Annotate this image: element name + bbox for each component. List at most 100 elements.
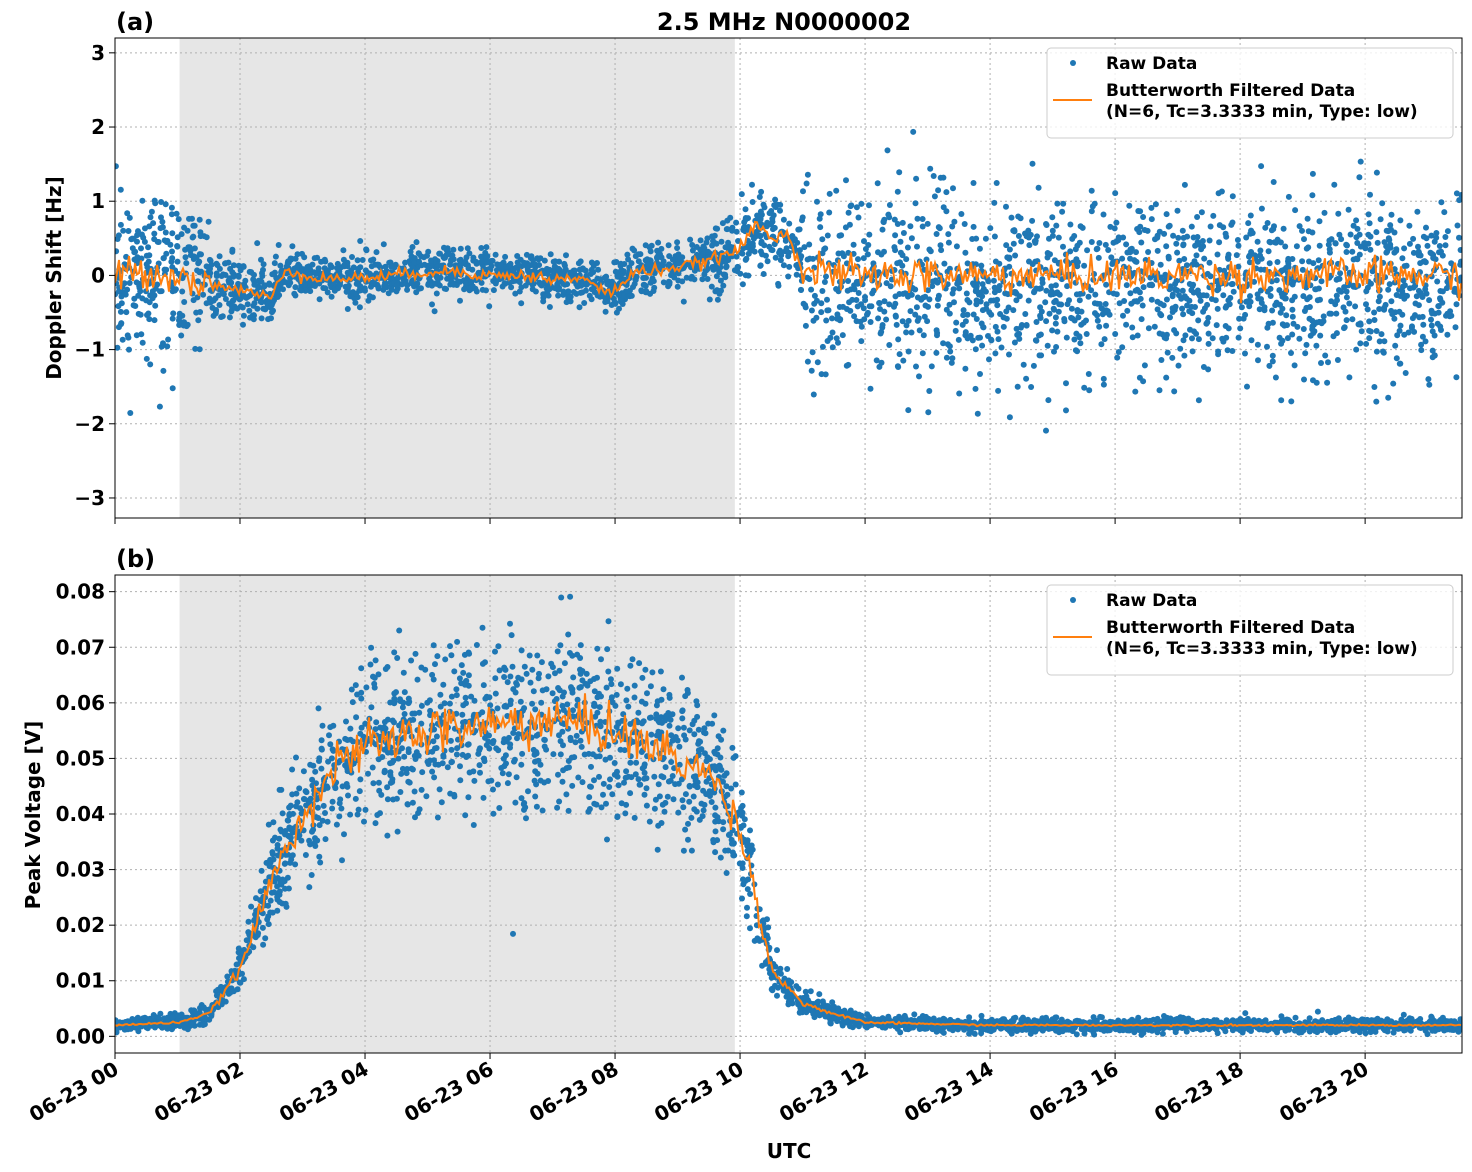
- raw-data-point: [309, 261, 316, 268]
- raw-data-point: [1133, 249, 1139, 256]
- raw-data-point: [1301, 376, 1307, 383]
- raw-data-point: [679, 674, 685, 681]
- raw-data-point: [974, 410, 981, 417]
- raw-data-point: [1200, 243, 1207, 250]
- raw-data-point: [1031, 238, 1038, 245]
- raw-data-point: [1108, 254, 1115, 261]
- raw-data-point: [970, 223, 977, 230]
- raw-data-point: [849, 296, 856, 303]
- raw-data-point: [510, 730, 517, 736]
- raw-data-point: [1438, 327, 1444, 333]
- raw-data-point: [1123, 241, 1130, 248]
- raw-data-point: [629, 656, 636, 663]
- raw-data-point: [966, 299, 973, 306]
- raw-data-point: [156, 403, 163, 410]
- raw-data-point: [818, 300, 825, 307]
- raw-data-point: [1163, 374, 1170, 381]
- raw-data-point: [246, 307, 253, 314]
- raw-data-point: [320, 802, 327, 809]
- raw-data-point: [716, 290, 723, 297]
- raw-data-point: [1048, 283, 1055, 290]
- raw-data-point: [753, 233, 760, 239]
- raw-data-point: [1458, 275, 1462, 282]
- raw-data-point: [705, 720, 712, 727]
- raw-data-point: [1018, 238, 1025, 245]
- raw-data-point: [768, 208, 775, 214]
- raw-data-point: [132, 248, 139, 255]
- raw-data-point: [1163, 335, 1170, 342]
- raw-data-point: [359, 257, 366, 263]
- raw-data-point: [1405, 329, 1412, 336]
- raw-data-point: [340, 247, 347, 254]
- raw-data-point: [242, 277, 249, 284]
- raw-data-point: [969, 236, 976, 242]
- raw-data-point: [174, 234, 181, 241]
- raw-data-point: [1334, 357, 1341, 363]
- raw-data-point: [158, 199, 165, 205]
- raw-data-point: [1214, 305, 1221, 312]
- raw-data-point: [260, 261, 267, 268]
- raw-data-point: [492, 251, 499, 258]
- raw-data-point: [724, 217, 731, 224]
- raw-data-point: [1326, 246, 1333, 253]
- raw-data-point: [1205, 330, 1212, 337]
- raw-data-point: [782, 237, 789, 244]
- raw-data-point: [196, 258, 203, 265]
- raw-data-point: [1223, 233, 1230, 240]
- raw-data-point: [582, 680, 589, 687]
- raw-data-point: [1269, 307, 1276, 314]
- raw-data-point: [1012, 252, 1019, 259]
- raw-data-point: [289, 243, 296, 250]
- raw-data-point: [891, 216, 898, 223]
- raw-data-point: [833, 335, 840, 342]
- raw-data-point: [583, 281, 590, 288]
- raw-data-point: [980, 285, 987, 292]
- raw-data-point: [786, 220, 793, 227]
- raw-data-point: [1200, 308, 1207, 315]
- raw-data-point: [1148, 204, 1155, 211]
- raw-data-point: [312, 283, 318, 289]
- raw-data-point: [157, 1010, 164, 1017]
- raw-data-point: [1426, 297, 1433, 304]
- raw-data-point: [216, 265, 223, 272]
- raw-data-point: [1189, 348, 1196, 355]
- raw-data-point: [933, 231, 940, 237]
- raw-data-point: [1140, 284, 1147, 291]
- raw-data-point: [588, 259, 595, 266]
- raw-data-point: [705, 248, 711, 255]
- raw-data-point: [1175, 362, 1182, 369]
- raw-data-point: [631, 247, 638, 254]
- raw-data-point: [355, 265, 362, 272]
- raw-data-point: [1129, 334, 1136, 341]
- raw-data-point: [1278, 340, 1285, 347]
- raw-data-point: [754, 212, 761, 219]
- raw-data-point: [1077, 223, 1084, 230]
- raw-data-point: [145, 310, 152, 317]
- raw-data-point: [438, 262, 445, 269]
- raw-data-point: [847, 307, 854, 314]
- raw-data-point: [927, 165, 934, 172]
- raw-data-point: [191, 245, 198, 252]
- raw-data-point: [523, 670, 530, 677]
- raw-data-point: [1397, 217, 1404, 224]
- raw-data-point: [920, 332, 927, 339]
- raw-data-point: [240, 321, 246, 328]
- raw-data-point: [401, 689, 408, 696]
- raw-data-point: [768, 221, 774, 228]
- raw-data-point: [1092, 291, 1099, 298]
- raw-data-point: [769, 215, 776, 222]
- raw-data-point: [1023, 375, 1030, 382]
- raw-data-point: [738, 250, 745, 256]
- raw-data-point: [802, 988, 809, 995]
- raw-data-point: [1103, 307, 1110, 314]
- raw-data-point: [741, 224, 748, 231]
- raw-data-point: [1363, 301, 1369, 308]
- raw-data-point: [709, 242, 716, 249]
- raw-data-point: [196, 269, 203, 276]
- raw-data-point: [855, 256, 861, 263]
- raw-data-point: [1266, 260, 1273, 267]
- raw-data-point: [826, 209, 833, 216]
- raw-data-point: [1045, 397, 1052, 404]
- raw-data-point: [1242, 350, 1248, 357]
- raw-data-point: [992, 323, 999, 330]
